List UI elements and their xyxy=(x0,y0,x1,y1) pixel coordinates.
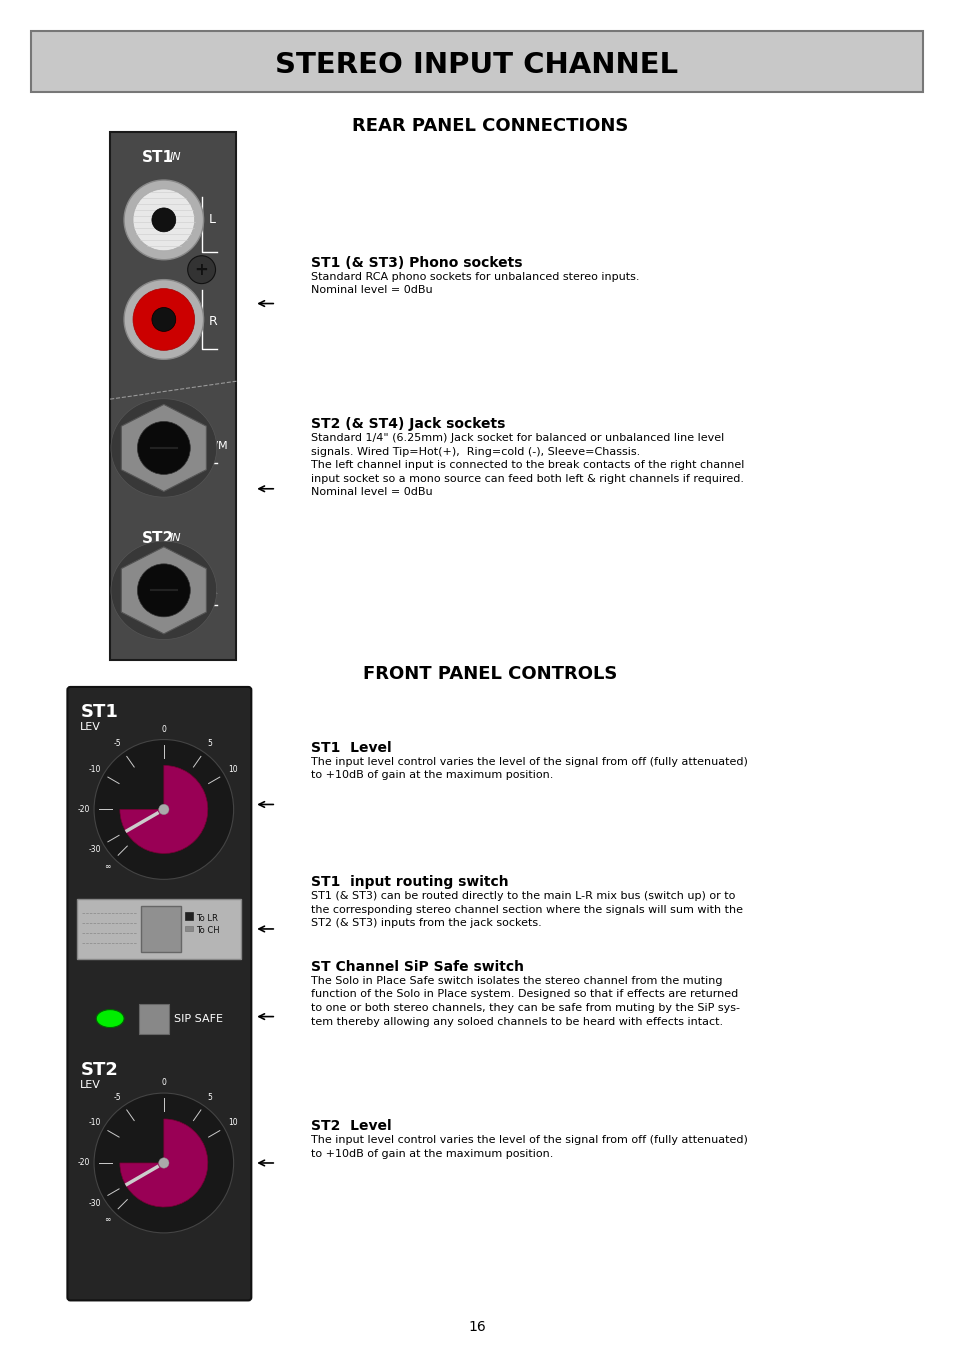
Text: ∞: ∞ xyxy=(104,861,111,871)
Circle shape xyxy=(124,279,203,359)
Ellipse shape xyxy=(111,541,216,640)
Text: ST2  Level: ST2 Level xyxy=(311,1119,391,1133)
Text: ST Channel SiP Safe switch: ST Channel SiP Safe switch xyxy=(311,960,523,973)
Circle shape xyxy=(188,255,215,284)
Text: STEREO INPUT CHANNEL: STEREO INPUT CHANNEL xyxy=(275,50,678,78)
Text: -5: -5 xyxy=(114,740,122,748)
Ellipse shape xyxy=(111,398,216,497)
FancyBboxPatch shape xyxy=(139,1003,169,1034)
Text: ST1: ST1 xyxy=(142,150,173,165)
Text: L/M: L/M xyxy=(209,441,228,451)
FancyBboxPatch shape xyxy=(77,899,241,958)
Text: R: R xyxy=(209,315,217,328)
Text: ST1: ST1 xyxy=(80,703,118,721)
FancyBboxPatch shape xyxy=(68,687,251,1300)
Text: R: R xyxy=(209,583,217,597)
FancyBboxPatch shape xyxy=(110,132,236,660)
Circle shape xyxy=(94,1094,233,1233)
Text: SIP SAFE: SIP SAFE xyxy=(173,1014,223,1023)
Text: ST1 (& ST3) Phono sockets: ST1 (& ST3) Phono sockets xyxy=(311,255,522,270)
Circle shape xyxy=(132,189,194,251)
Text: 5: 5 xyxy=(207,740,212,748)
Text: 0: 0 xyxy=(161,725,166,733)
Text: 5: 5 xyxy=(207,1092,212,1102)
Circle shape xyxy=(152,208,175,232)
Circle shape xyxy=(158,805,169,814)
FancyBboxPatch shape xyxy=(185,926,193,931)
Text: ST2: ST2 xyxy=(80,1061,118,1080)
Ellipse shape xyxy=(96,1010,124,1027)
Text: +: + xyxy=(194,261,209,278)
Circle shape xyxy=(137,421,190,474)
Text: IN: IN xyxy=(170,153,181,162)
Circle shape xyxy=(132,289,194,351)
Text: ST2: ST2 xyxy=(142,531,174,545)
Polygon shape xyxy=(121,405,206,491)
Text: LEV: LEV xyxy=(80,722,101,732)
Text: -10: -10 xyxy=(89,1118,100,1127)
Circle shape xyxy=(152,308,175,331)
Text: The input level control varies the level of the signal from off (fully attenuate: The input level control varies the level… xyxy=(311,1135,747,1158)
FancyBboxPatch shape xyxy=(185,913,193,919)
Text: ∞: ∞ xyxy=(104,1215,111,1224)
Text: Standard 1/4" (6.25mm) Jack socket for balanced or unbalanced line level
signals: Standard 1/4" (6.25mm) Jack socket for b… xyxy=(311,433,743,497)
Circle shape xyxy=(124,180,203,259)
Text: -30: -30 xyxy=(88,845,101,855)
Wedge shape xyxy=(120,1119,208,1207)
Text: ST1  Level: ST1 Level xyxy=(311,741,391,755)
Text: LEV: LEV xyxy=(80,1080,101,1091)
Circle shape xyxy=(137,564,190,617)
Text: ST2 (& ST4) Jack sockets: ST2 (& ST4) Jack sockets xyxy=(311,417,505,431)
Text: -20: -20 xyxy=(77,1158,90,1168)
Text: Standard RCA phono sockets for unbalanced stereo inputs.
Nominal level = 0dBu: Standard RCA phono sockets for unbalance… xyxy=(311,271,639,296)
Circle shape xyxy=(158,1158,169,1168)
Text: The input level control varies the level of the signal from off (fully attenuate: The input level control varies the level… xyxy=(311,756,747,780)
Text: -10: -10 xyxy=(89,765,100,774)
Text: -30: -30 xyxy=(88,1199,101,1208)
Text: To LR: To LR xyxy=(195,914,217,923)
Text: -5: -5 xyxy=(114,1092,122,1102)
Text: -20: -20 xyxy=(77,805,90,814)
Text: The Solo in Place Safe switch isolates the stereo channel from the muting
functi: The Solo in Place Safe switch isolates t… xyxy=(311,976,740,1026)
Text: 10: 10 xyxy=(228,765,238,774)
Text: L: L xyxy=(209,213,215,227)
FancyBboxPatch shape xyxy=(30,31,923,92)
Wedge shape xyxy=(120,765,208,853)
Text: 0: 0 xyxy=(161,1079,166,1087)
Text: To CH: To CH xyxy=(195,926,219,936)
Polygon shape xyxy=(121,547,206,634)
Text: FRONT PANEL CONTROLS: FRONT PANEL CONTROLS xyxy=(362,666,617,683)
Text: IN: IN xyxy=(170,533,181,543)
Text: 10: 10 xyxy=(228,1118,238,1127)
Circle shape xyxy=(94,740,233,879)
Text: ST1 (& ST3) can be routed directly to the main L-R mix bus (switch up) or to
the: ST1 (& ST3) can be routed directly to th… xyxy=(311,891,742,929)
Text: 16: 16 xyxy=(468,1320,485,1334)
Text: ST1  input routing switch: ST1 input routing switch xyxy=(311,875,508,890)
FancyBboxPatch shape xyxy=(141,906,180,952)
Text: REAR PANEL CONNECTIONS: REAR PANEL CONNECTIONS xyxy=(352,117,627,135)
